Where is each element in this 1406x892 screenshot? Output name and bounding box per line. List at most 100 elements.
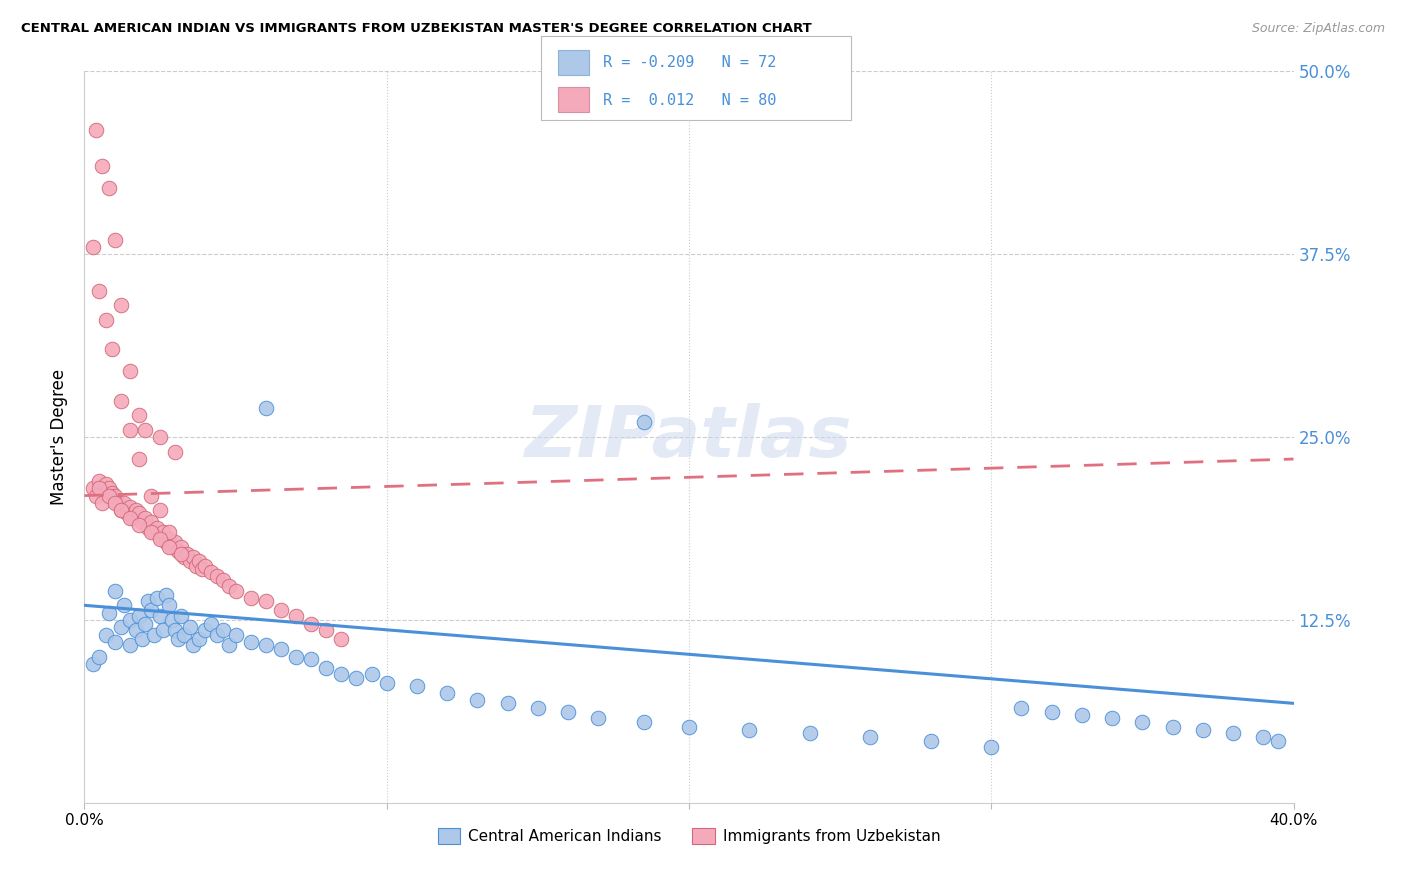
Point: [118, 613, 141, 627]
Point: [110, 620, 132, 634]
Point: [149, 533, 172, 547]
Point: [82, 240, 104, 254]
Point: [149, 430, 172, 444]
Point: [115, 506, 138, 520]
Point: [496, 696, 519, 710]
Point: [165, 444, 187, 458]
Point: [165, 535, 187, 549]
Point: [110, 503, 132, 517]
Point: [118, 510, 141, 524]
Point: [139, 489, 162, 503]
Point: [155, 535, 177, 549]
Point: [131, 632, 153, 646]
Legend: Central American Indians, Immigrants from Uzbekistan: Central American Indians, Immigrants fro…: [432, 822, 946, 850]
Point: [285, 649, 308, 664]
Point: [980, 740, 1002, 755]
Point: [173, 549, 195, 564]
Point: [1130, 715, 1153, 730]
Point: [1040, 705, 1063, 719]
Point: [859, 730, 882, 744]
Point: [110, 393, 132, 408]
Point: [94, 476, 117, 491]
Point: [149, 608, 172, 623]
Point: [375, 676, 398, 690]
Point: [136, 594, 159, 608]
Point: [104, 233, 127, 247]
Point: [125, 623, 148, 637]
Point: [346, 672, 368, 686]
Point: [131, 515, 153, 529]
Point: [100, 485, 122, 500]
Point: [360, 667, 382, 681]
Point: [110, 503, 132, 517]
Point: [152, 623, 174, 637]
Point: [1071, 708, 1094, 723]
Point: [527, 700, 550, 714]
Point: [118, 500, 141, 515]
Point: [149, 503, 172, 517]
Point: [139, 525, 162, 540]
Point: [121, 510, 143, 524]
Point: [194, 623, 217, 637]
Point: [200, 617, 222, 632]
Point: [157, 525, 180, 540]
Point: [315, 623, 337, 637]
Point: [167, 544, 190, 558]
Point: [97, 489, 120, 503]
Point: [152, 525, 174, 540]
Point: [225, 627, 247, 641]
Point: [207, 569, 229, 583]
Point: [100, 343, 122, 357]
Point: [212, 623, 235, 637]
Point: [104, 635, 127, 649]
Point: [188, 554, 211, 568]
Point: [1011, 700, 1033, 714]
Point: [467, 693, 489, 707]
Point: [82, 481, 104, 495]
Point: [86, 489, 108, 503]
Point: [315, 661, 337, 675]
Point: [142, 525, 165, 540]
Point: [134, 423, 156, 437]
Point: [588, 711, 610, 725]
Point: [97, 606, 120, 620]
Y-axis label: Master's Degree: Master's Degree: [51, 369, 69, 505]
Point: [94, 627, 117, 641]
Point: [1253, 730, 1275, 744]
Point: [633, 416, 655, 430]
Point: [97, 181, 120, 195]
Point: [299, 617, 322, 632]
Point: [1192, 723, 1215, 737]
Point: [118, 423, 141, 437]
Point: [82, 657, 104, 671]
Point: [89, 474, 111, 488]
Point: [270, 642, 292, 657]
Point: [165, 623, 187, 637]
Point: [128, 608, 150, 623]
Point: [139, 515, 162, 529]
Point: [157, 540, 180, 554]
Point: [97, 481, 120, 495]
Point: [188, 632, 211, 646]
Point: [170, 608, 193, 623]
Point: [128, 452, 150, 467]
Point: [128, 408, 150, 422]
Point: [157, 599, 180, 613]
Point: [160, 540, 183, 554]
Point: [330, 667, 353, 681]
Point: [186, 558, 208, 573]
Point: [173, 627, 195, 641]
Point: [112, 599, 135, 613]
Point: [285, 608, 308, 623]
Text: R = -0.209   N = 72: R = -0.209 N = 72: [603, 55, 776, 70]
Point: [179, 554, 201, 568]
Point: [218, 579, 240, 593]
Point: [225, 583, 247, 598]
Point: [157, 533, 180, 547]
Point: [118, 364, 141, 378]
Point: [146, 521, 169, 535]
Point: [89, 481, 111, 495]
Point: [239, 591, 262, 605]
Point: [194, 558, 217, 573]
Point: [134, 617, 156, 632]
